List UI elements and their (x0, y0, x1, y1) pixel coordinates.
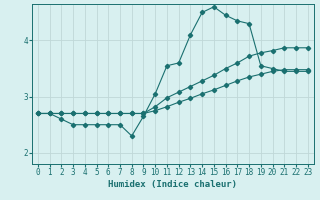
X-axis label: Humidex (Indice chaleur): Humidex (Indice chaleur) (108, 180, 237, 189)
